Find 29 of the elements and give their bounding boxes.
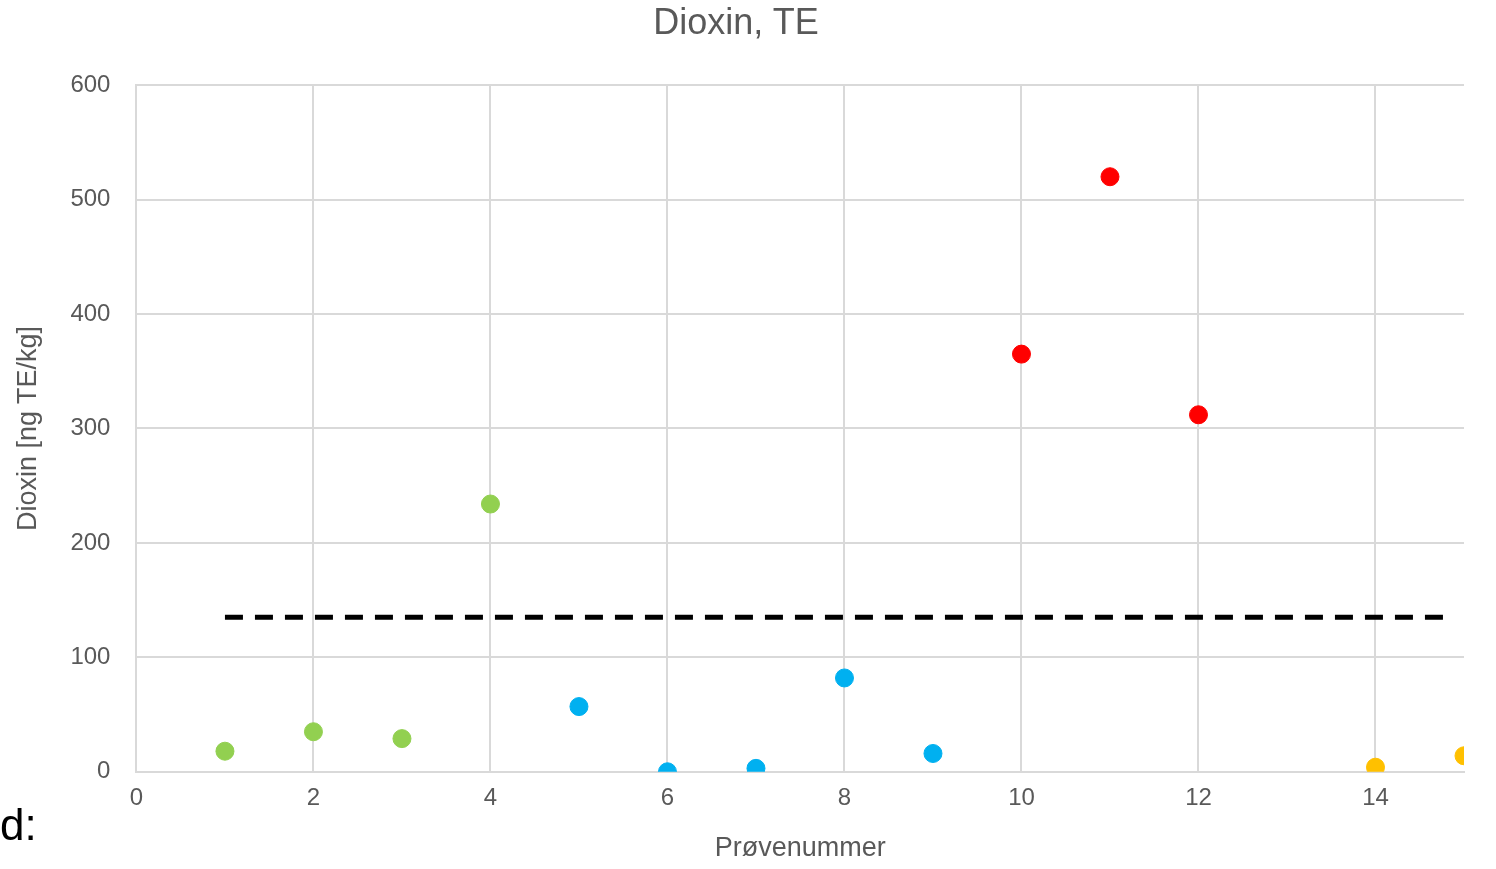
y-tick-label: 200 [70, 527, 111, 555]
point [1100, 167, 1120, 187]
x-tick-label: 12 [1185, 782, 1212, 810]
x-tick-label: 2 [306, 782, 321, 810]
x-tick-label: 6 [660, 782, 675, 810]
y-tick-label: 100 [70, 641, 111, 669]
x-tick-label: 8 [837, 782, 852, 810]
point [923, 743, 943, 763]
x-tick-label: 10 [1008, 782, 1035, 810]
text: d: [0, 800, 37, 850]
y-tick-label: 500 [70, 184, 111, 212]
x-tick-label: 14 [1362, 782, 1389, 810]
point [303, 722, 323, 742]
point [1188, 405, 1208, 425]
point [392, 729, 412, 749]
point [215, 741, 235, 761]
y-tick-label: 600 [70, 69, 111, 97]
point [480, 494, 500, 514]
x-tick-label: 0 [129, 782, 144, 810]
y-tick-label: 400 [70, 298, 111, 326]
y-tick-label: 300 [70, 413, 111, 441]
x-tick-label: 4 [483, 782, 498, 810]
y-tick-label: 0 [97, 756, 111, 784]
point [834, 668, 854, 688]
y-axis-title: Dioxin [ng TE/kg] [11, 325, 42, 532]
chart-title: Dioxin, TE [653, 0, 819, 42]
point [569, 697, 589, 717]
point [1011, 344, 1031, 364]
x-axis-title: Prøvenummer [714, 832, 886, 863]
